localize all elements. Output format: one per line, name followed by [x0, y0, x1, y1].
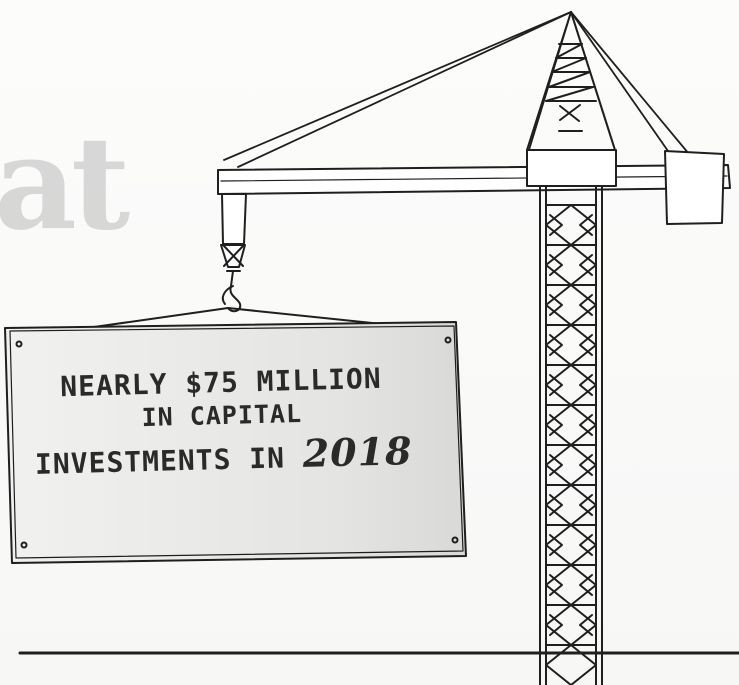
sign-line-1: NEARLY $75 MILLION	[59, 361, 383, 404]
sign-text: NEARLY $75 MILLION IN CAPITAL INVESTMENT…	[33, 361, 414, 481]
sign-line-3-prefix: INVESTMENTS IN	[34, 441, 286, 481]
sign-line-3: INVESTMENTS IN 2018	[34, 427, 414, 481]
signboard	[4, 321, 467, 564]
crane-jib	[217, 164, 731, 195]
hook-assembly	[79, 193, 421, 330]
crane-mast	[526, 149, 617, 685]
crane-tower-top	[526, 11, 616, 151]
crane-cables	[223, 11, 690, 168]
headline-fragment: at	[0, 109, 130, 259]
counterweight-block	[664, 150, 725, 225]
sign-line-3-year: 2018	[302, 427, 414, 476]
